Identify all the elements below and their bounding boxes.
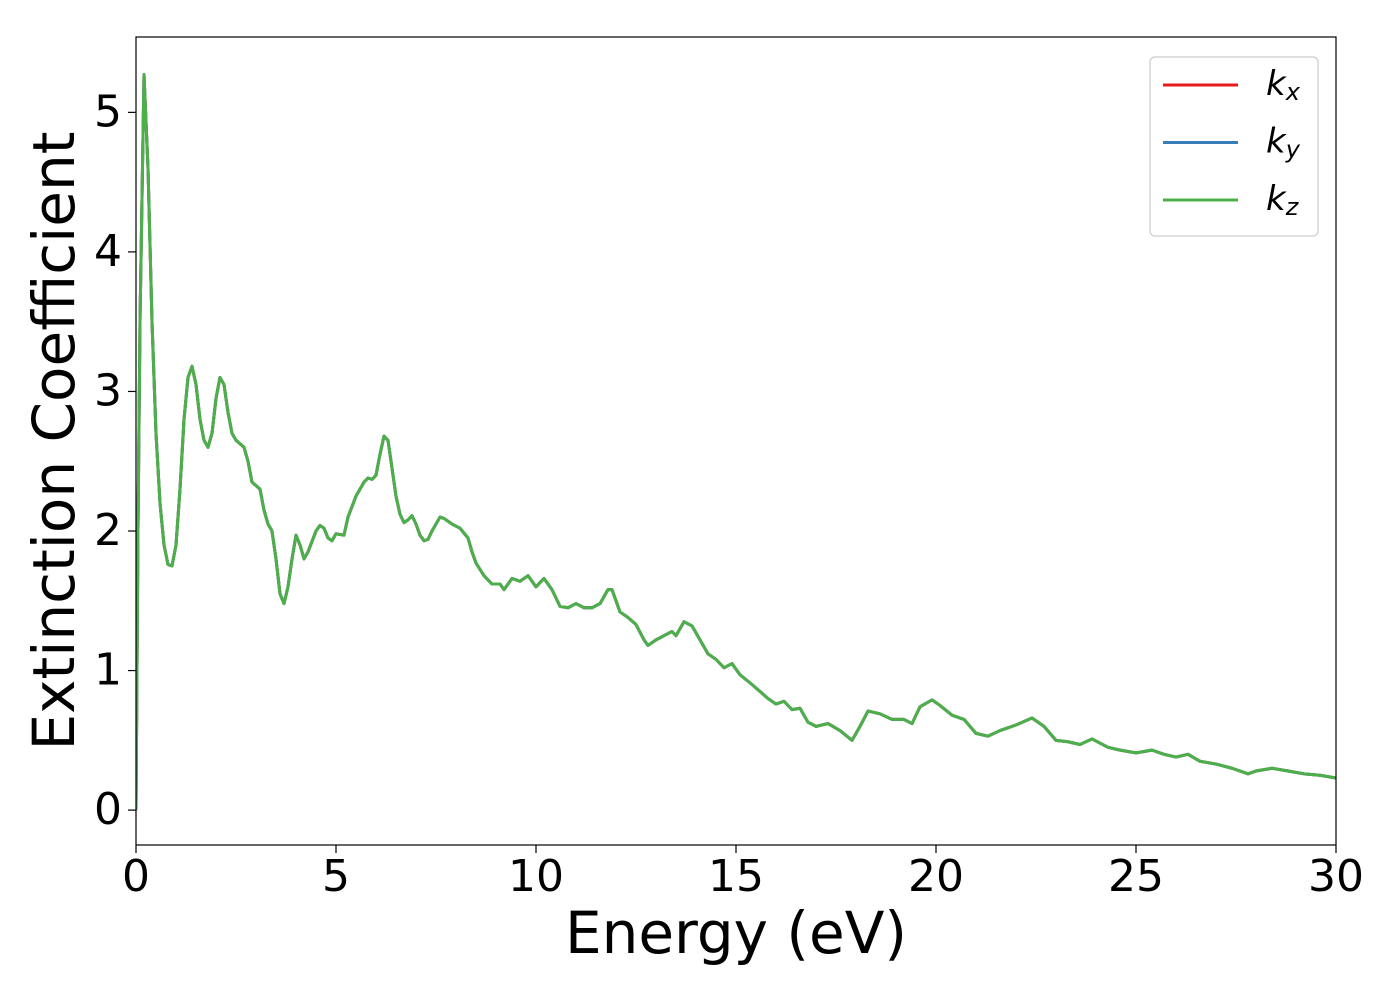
x-tick-label: 15 xyxy=(708,851,764,902)
x-axis-label: Energy (eV) xyxy=(565,899,907,967)
legend-label: kx xyxy=(1266,64,1301,107)
x-tick-label: 20 xyxy=(908,851,964,902)
y-tick-label: 3 xyxy=(94,365,122,416)
legend-frame xyxy=(1149,56,1319,237)
x-tick-label: 5 xyxy=(322,851,350,902)
y-tick-label: 5 xyxy=(94,86,122,137)
legend-label: kz xyxy=(1266,179,1300,222)
y-tick-label: 2 xyxy=(94,505,122,556)
legend-label: ky xyxy=(1266,121,1301,164)
x-tick-label: 10 xyxy=(508,851,564,902)
y-tick-label: 1 xyxy=(94,645,122,696)
y-tick-label: 4 xyxy=(94,226,122,277)
x-tick-label: 30 xyxy=(1308,851,1364,902)
plot-lines xyxy=(136,73,1336,811)
x-tick-label: 0 xyxy=(122,851,150,902)
legend: kx ky kz xyxy=(1149,56,1319,237)
y-axis-label: Extinction Coefficient xyxy=(20,132,88,751)
x-tick-label: 25 xyxy=(1108,851,1164,902)
series-line xyxy=(136,73,1336,811)
y-tick-label: 0 xyxy=(94,784,122,835)
